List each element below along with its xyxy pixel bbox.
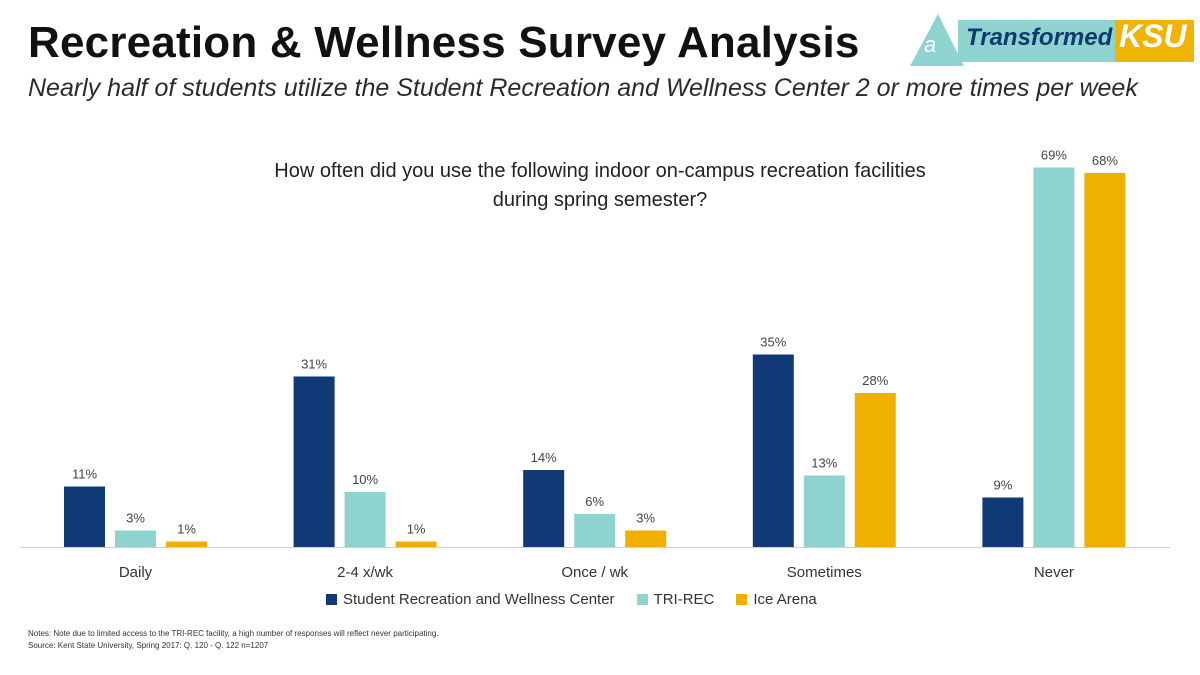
legend-swatch-ice-arena <box>736 594 748 605</box>
chart-title: How often did you use the following indo… <box>200 157 1000 215</box>
bar-ice-arena-0 <box>166 541 207 547</box>
bar-ice-arena-1 <box>395 541 437 547</box>
data-label-ice-arena-4: 68% <box>1092 153 1118 168</box>
bar-tri-rec-1 <box>344 492 386 547</box>
data-label-student-recreation-and-wellness-center-4: 9% <box>994 478 1013 493</box>
bar-student-recreation-and-wellness-center-1 <box>293 376 335 547</box>
bar-ice-arena-2 <box>625 530 667 547</box>
x-tick-label-2: Once / wk <box>561 564 628 581</box>
x-tick-label-3: Sometimes <box>787 564 862 581</box>
bar-tri-rec-4 <box>1033 167 1075 547</box>
data-label-tri-rec-2: 6% <box>585 494 604 509</box>
legend-item-ice-arena: Ice Arena <box>736 591 817 608</box>
legend-swatch-tri-rec <box>636 594 648 605</box>
logo-mountain-icon: a <box>910 14 964 66</box>
logo-transformed-text: Transformed <box>966 24 1113 51</box>
logo-ksu-text: KSU <box>1119 18 1187 54</box>
data-label-student-recreation-and-wellness-center-1: 31% <box>301 357 327 372</box>
data-label-student-recreation-and-wellness-center-3: 35% <box>760 335 786 350</box>
data-label-tri-rec-0: 3% <box>126 511 145 526</box>
bar-tri-rec-2 <box>574 514 616 547</box>
bar-ice-arena-4 <box>1084 173 1126 547</box>
chart-title-line-1: How often did you use the following indo… <box>274 160 926 182</box>
page-subtitle: Nearly half of students utilize the Stud… <box>28 74 1138 102</box>
data-label-student-recreation-and-wellness-center-2: 14% <box>531 450 557 465</box>
bar-ice-arena-3 <box>854 393 896 547</box>
bar-student-recreation-and-wellness-center-3 <box>752 354 794 547</box>
data-label-ice-arena-0: 1% <box>177 522 196 537</box>
notes-line: Notes: Note due to limited access to the… <box>28 629 439 638</box>
data-label-student-recreation-and-wellness-center-0: 11% <box>72 467 97 482</box>
bar-tri-rec-0 <box>115 530 156 547</box>
x-tick-label-4: Never <box>1034 564 1074 581</box>
data-label-tri-rec-3: 13% <box>811 456 837 471</box>
data-label-ice-arena-1: 1% <box>407 522 426 537</box>
x-tick-label-1: 2-4 x/wk <box>337 564 393 581</box>
bar-tri-rec-3 <box>803 475 845 547</box>
data-label-ice-arena-3: 28% <box>862 373 888 388</box>
legend-item-srwc: Student Recreation and Wellness Center <box>326 591 615 608</box>
source-line: Source: Kent State University, Spring 20… <box>28 641 269 650</box>
bar-student-recreation-and-wellness-center-4 <box>982 497 1024 547</box>
legend-label-srwc: Student Recreation and Wellness Center <box>343 591 615 608</box>
legend-label-ice-arena: Ice Arena <box>753 591 817 608</box>
page-title: Recreation & Wellness Survey Analysis <box>28 18 860 67</box>
logo-mark-letter: a <box>924 32 936 57</box>
legend-label-tri-rec: TRI-REC <box>653 591 715 608</box>
data-label-tri-rec-1: 10% <box>352 472 378 487</box>
x-tick-label-0: Daily <box>119 564 153 581</box>
data-label-tri-rec-4: 69% <box>1041 148 1067 163</box>
chart-notes: Notes: Note due to limited access to the… <box>28 628 439 652</box>
transformed-ksu-logo: a Transformed KSU <box>908 12 1194 68</box>
data-label-ice-arena-2: 3% <box>636 511 655 526</box>
bar-student-recreation-and-wellness-center-2 <box>523 470 565 547</box>
chart-title-line-2: during spring semester? <box>492 189 708 211</box>
bar-student-recreation-and-wellness-center-0 <box>64 486 105 547</box>
logo-ksu-background <box>1115 20 1194 62</box>
legend-item-tri-rec: TRI-REC <box>636 591 715 608</box>
legend-swatch-srwc <box>326 594 337 605</box>
chart-legend: Student Recreation and Wellness Center T… <box>326 591 839 608</box>
